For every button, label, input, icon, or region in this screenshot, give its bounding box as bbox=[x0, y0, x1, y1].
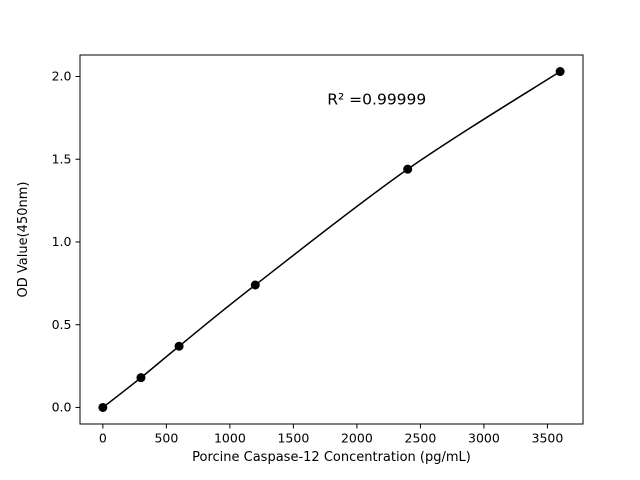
data-point bbox=[174, 341, 184, 351]
y-tick-label: 2.0 bbox=[52, 69, 72, 84]
x-tick-label: 3500 bbox=[532, 431, 564, 446]
x-tick-label: 3000 bbox=[468, 431, 500, 446]
r-squared-annotation: R² =0.99999 bbox=[327, 90, 426, 108]
x-axis-label: Porcine Caspase-12 Concentration (pg/mL) bbox=[192, 450, 471, 465]
y-tick-label: 1.5 bbox=[52, 151, 72, 166]
x-tick-label: 0 bbox=[99, 431, 107, 446]
y-tick-label: 1.0 bbox=[52, 234, 72, 249]
data-point bbox=[250, 280, 260, 290]
y-axis-label: OD Value(450nm) bbox=[16, 182, 31, 298]
data-point bbox=[98, 402, 108, 412]
data-point bbox=[136, 373, 146, 383]
data-point bbox=[403, 164, 413, 174]
x-tick-label: 2500 bbox=[405, 431, 437, 446]
data-point bbox=[555, 67, 565, 77]
y-tick-label: 0.5 bbox=[52, 317, 72, 332]
y-tick-label: 0.0 bbox=[52, 400, 72, 415]
x-tick-label: 1500 bbox=[277, 431, 309, 446]
plot-frame bbox=[79, 54, 584, 425]
x-tick-label: 2000 bbox=[341, 431, 373, 446]
x-tick-label: 500 bbox=[154, 431, 178, 446]
x-tick-label: 1000 bbox=[214, 431, 246, 446]
